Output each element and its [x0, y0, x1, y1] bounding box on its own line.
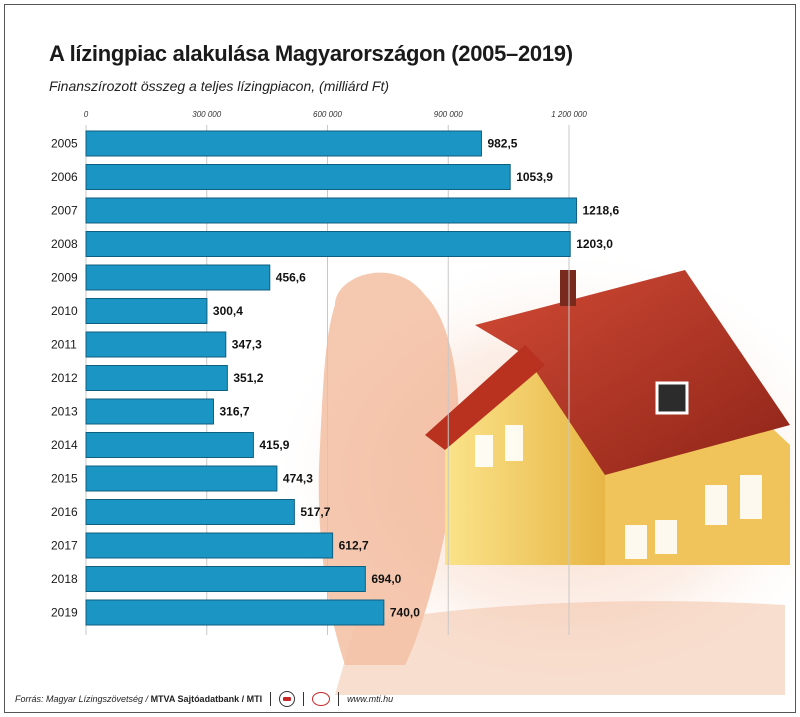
y-category-label: 2019	[51, 606, 78, 620]
bar	[85, 231, 571, 257]
bar	[85, 365, 228, 391]
y-category-label: 2011	[51, 338, 77, 352]
bar-value-label: 1053,9	[516, 170, 553, 184]
bar	[85, 465, 278, 492]
bar	[85, 197, 577, 224]
bar-value-label: 694,0	[371, 572, 401, 586]
source-credit: MTVA Sajtóadatbank / MTI	[150, 694, 263, 704]
bar	[85, 499, 295, 525]
x-tick-label: 600 000	[313, 110, 342, 119]
y-category-label: 2017	[51, 539, 78, 553]
bar-value-label: 1203,0	[576, 237, 613, 251]
bar-value-label: 1218,6	[582, 204, 619, 218]
x-axis-ticks: 0 300 000 600 000 900 000 1 200 000	[84, 110, 588, 119]
y-category-label: 2015	[51, 472, 78, 486]
mtva-logo-icon	[279, 691, 296, 707]
bar	[85, 164, 511, 190]
bar-value-label: 456,6	[276, 271, 306, 285]
bar-value-label: 347,3	[232, 338, 262, 352]
house-in-hand-illustration	[265, 245, 795, 705]
x-tick-label: 1 200 000	[551, 110, 587, 119]
y-category-label: 2006	[51, 170, 78, 184]
mti-logo-icon	[312, 692, 331, 706]
y-category-label: 2008	[51, 237, 78, 251]
y-category-label: 2014	[51, 438, 78, 452]
x-tick-label: 900 000	[434, 110, 463, 119]
bar-value-label: 351,2	[233, 371, 263, 385]
bar-value-label: 612,7	[339, 539, 369, 553]
y-category-label: 2010	[51, 304, 78, 318]
bar	[85, 398, 214, 425]
y-category-label: 2007	[51, 204, 78, 218]
chart-subtitle: Finanszírozott összeg a teljes lízingpia…	[49, 78, 390, 94]
chart-title: A lízingpiac alakulása Magyarországon (2…	[49, 41, 573, 66]
bar	[85, 298, 208, 324]
y-category-label: 2009	[51, 271, 78, 285]
bar-value-label: 517,7	[300, 505, 330, 519]
y-category-label: 2005	[51, 137, 78, 151]
bar	[85, 264, 271, 291]
divider	[303, 692, 305, 706]
bar	[85, 532, 334, 559]
bar-value-label: 474,3	[283, 472, 313, 486]
bar-value-label: 316,7	[219, 405, 249, 419]
divider	[338, 692, 340, 706]
bar-chart: 0 300 000 600 000 900 000 1 200 000 2005 982,…	[51, 110, 795, 705]
bar-value-label: 740,0	[390, 606, 420, 620]
bar-value-label: 982,5	[487, 137, 517, 151]
bar-value-label: 300,4	[213, 304, 243, 318]
bar	[85, 599, 385, 626]
bars: 2005 982,5 2006 1053,9 2007 1218,6 2008 1203,0 2…	[51, 130, 620, 626]
x-tick-label: 300 000	[192, 110, 221, 119]
x-tick-label: 0	[84, 110, 89, 119]
footer: Forrás: Magyar Lízingszövetség / MTVA Sa…	[15, 691, 393, 707]
bar-value-label: 415,9	[259, 438, 289, 452]
source-prefix: Forrás: Magyar Lízingszövetség /	[15, 694, 151, 704]
website-link[interactable]: www.mti.hu	[347, 694, 394, 704]
bar	[85, 566, 366, 592]
y-category-label: 2016	[51, 505, 78, 519]
bar	[85, 130, 482, 157]
bar	[85, 432, 254, 458]
y-category-label: 2013	[51, 405, 78, 419]
y-category-label: 2012	[51, 371, 78, 385]
y-category-label: 2018	[51, 572, 78, 586]
divider	[270, 692, 272, 706]
chart-frame: A lízingpiac alakulása Magyarországon (2…	[4, 4, 796, 713]
bar	[85, 331, 227, 358]
